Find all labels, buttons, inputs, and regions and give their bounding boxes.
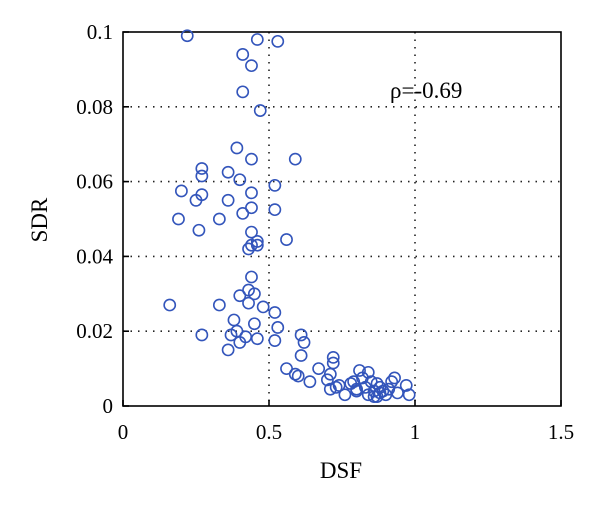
data-point: [221, 193, 235, 207]
data-point: [268, 306, 282, 319]
y-axis-title: SDR: [27, 197, 52, 242]
data-point: [250, 238, 264, 252]
data-point: [236, 206, 250, 220]
data-point: [212, 212, 226, 226]
data-point: [221, 165, 235, 179]
plot-frame: [122, 31, 562, 407]
data-point: [402, 388, 416, 402]
x-tick-label: 0.5: [256, 420, 282, 444]
x-tick-label: 1: [410, 420, 421, 444]
data-point: [268, 203, 282, 217]
data-point: [192, 223, 206, 237]
data-point: [245, 225, 258, 239]
data-point: [271, 321, 285, 334]
data-point: [221, 343, 235, 357]
data-point: [163, 298, 177, 312]
data-point: [280, 233, 293, 246]
x-axis-title: DSF: [320, 458, 362, 483]
data-point: [250, 332, 264, 346]
data-point: [388, 371, 401, 385]
data-point: [174, 184, 188, 198]
data-point: [245, 201, 258, 215]
x-tick-label: 1.5: [548, 420, 574, 444]
data-point: [303, 375, 317, 389]
data-point: [329, 380, 343, 394]
data-point: [271, 34, 285, 48]
data-point: [195, 169, 209, 183]
data-point: [245, 238, 258, 252]
correlation-annotation: ρ=-0.69: [390, 78, 462, 103]
data-point: [236, 48, 250, 61]
y-tick-label: 0.04: [76, 244, 113, 268]
data-point: [288, 367, 302, 381]
data-point: [212, 298, 226, 312]
data-point: [195, 328, 209, 342]
data-point: [323, 382, 337, 396]
data-point: [364, 375, 378, 389]
y-tick-label: 0.08: [76, 95, 113, 119]
data-point: [253, 104, 267, 117]
data-point: [288, 152, 302, 166]
data-point: [353, 364, 366, 377]
data-point: [230, 141, 244, 155]
data-point: [399, 379, 413, 392]
data-point: [247, 317, 261, 331]
data-point: [385, 375, 399, 389]
data-point: [320, 373, 334, 387]
data-point: [189, 193, 203, 207]
data-point: [233, 289, 247, 303]
data-point: [280, 362, 293, 375]
data-point: [256, 300, 270, 314]
grid-layer: [123, 32, 561, 406]
data-point: [361, 365, 375, 379]
data-point: [227, 313, 241, 327]
y-tick-label: 0.02: [76, 319, 113, 343]
data-point: [245, 186, 258, 200]
data-point: [326, 350, 340, 364]
data-point: [268, 178, 282, 192]
data-point: [294, 328, 308, 342]
data-point: [370, 390, 384, 404]
data-point: [195, 162, 209, 175]
data-point: [245, 59, 258, 73]
data-point: [242, 296, 255, 310]
data-point: [247, 287, 261, 301]
data-point: [294, 349, 308, 362]
data-point: [233, 173, 247, 187]
data-point: [291, 369, 305, 383]
y-tick-label: 0.1: [87, 20, 113, 44]
y-tick-label: 0.06: [76, 170, 113, 194]
point-layer: [163, 29, 416, 404]
data-point: [180, 29, 194, 43]
data-point: [233, 336, 247, 349]
data-point: [245, 152, 258, 166]
data-point: [172, 212, 185, 226]
x-tick-label: 0: [118, 420, 129, 444]
data-point: [245, 270, 258, 284]
y-tick-label: 0: [103, 394, 114, 418]
data-point: [361, 388, 375, 402]
tick-layer: 0 0.02 0.04 0.06 0.08 0.1 0 0.5 1 1.5: [76, 20, 574, 444]
data-point: [297, 336, 311, 349]
data-point: [236, 85, 250, 99]
data-point: [350, 382, 363, 396]
data-point: [338, 388, 352, 402]
data-point: [250, 33, 264, 46]
data-point: [312, 362, 326, 375]
data-point: [268, 334, 282, 347]
